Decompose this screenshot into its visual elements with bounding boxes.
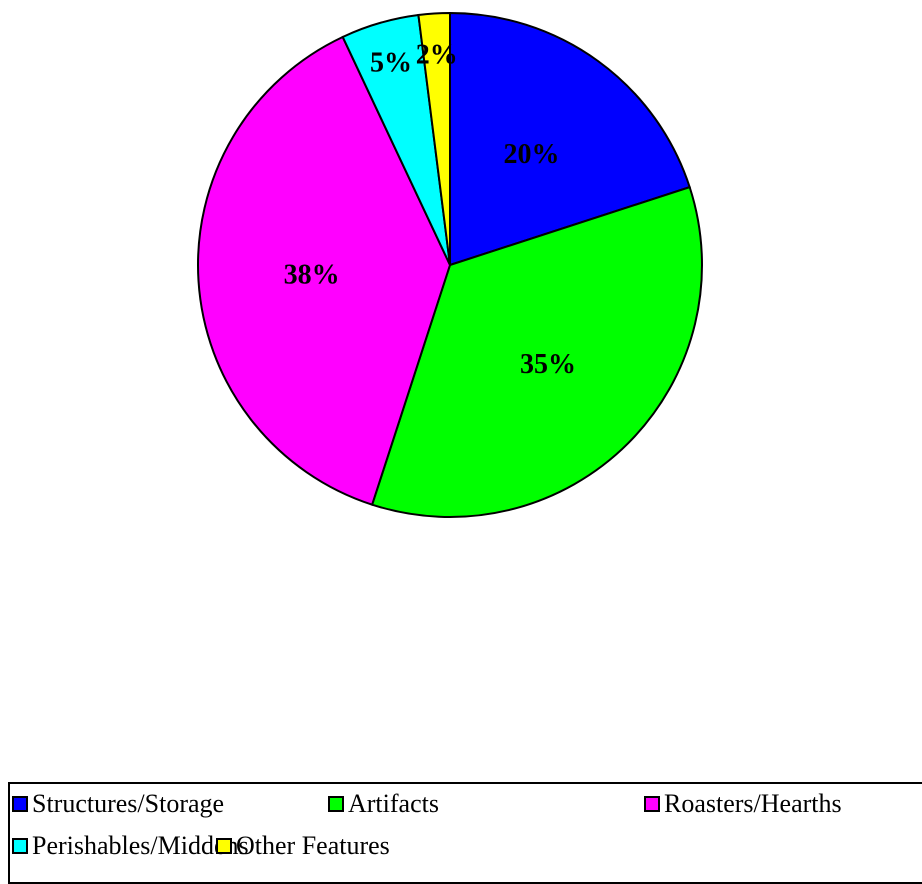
pie-chart: 20% 35% 38% 5% 2%: [197, 11, 703, 518]
legend-item-structures-storage: Structures/Storage: [12, 788, 224, 820]
data-label-perishables-middens: 5%: [370, 48, 412, 79]
legend-swatch-other-features: [216, 838, 232, 854]
legend-item-artifacts: Artifacts: [328, 788, 439, 820]
chart-legend: Structures/Storage Artifacts Roasters/He…: [8, 782, 922, 884]
data-label-roasters-hearths: 38%: [284, 260, 340, 291]
data-label-artifacts: 35%: [520, 349, 576, 380]
pie-slices: [197, 11, 703, 518]
pie-slice-structures-storage: [449, 11, 691, 267]
legend-label-roasters-hearths: Roasters/Hearths: [664, 789, 842, 818]
pie-slice-artifacts: [370, 185, 703, 518]
legend-item-perishables-middens: Perishables/Middens: [12, 830, 249, 862]
legend-item-roasters-hearths: Roasters/Hearths: [644, 788, 842, 820]
data-label-other-features: 2%: [416, 40, 458, 71]
pie-slice-other-features: [417, 11, 451, 266]
legend-label-perishables-middens: Perishables/Middens: [32, 831, 249, 860]
legend-swatch-artifacts: [328, 796, 344, 812]
legend-swatch-roasters-hearths: [644, 796, 660, 812]
legend-label-structures-storage: Structures/Storage: [32, 789, 225, 818]
data-label-structures-storage: 20%: [503, 139, 559, 170]
legend-swatch-structures-storage: [12, 796, 28, 812]
pie-slice-roasters-hearths: [197, 35, 452, 506]
pie-data-labels: 20% 35% 38% 5% 2%: [284, 40, 576, 380]
legend-label-other-features: Other Features: [236, 831, 390, 860]
legend-item-other-features: Other Features: [216, 830, 390, 862]
legend-label-artifacts: Artifacts: [348, 789, 439, 818]
legend-swatch-perishables-middens: [12, 838, 28, 854]
